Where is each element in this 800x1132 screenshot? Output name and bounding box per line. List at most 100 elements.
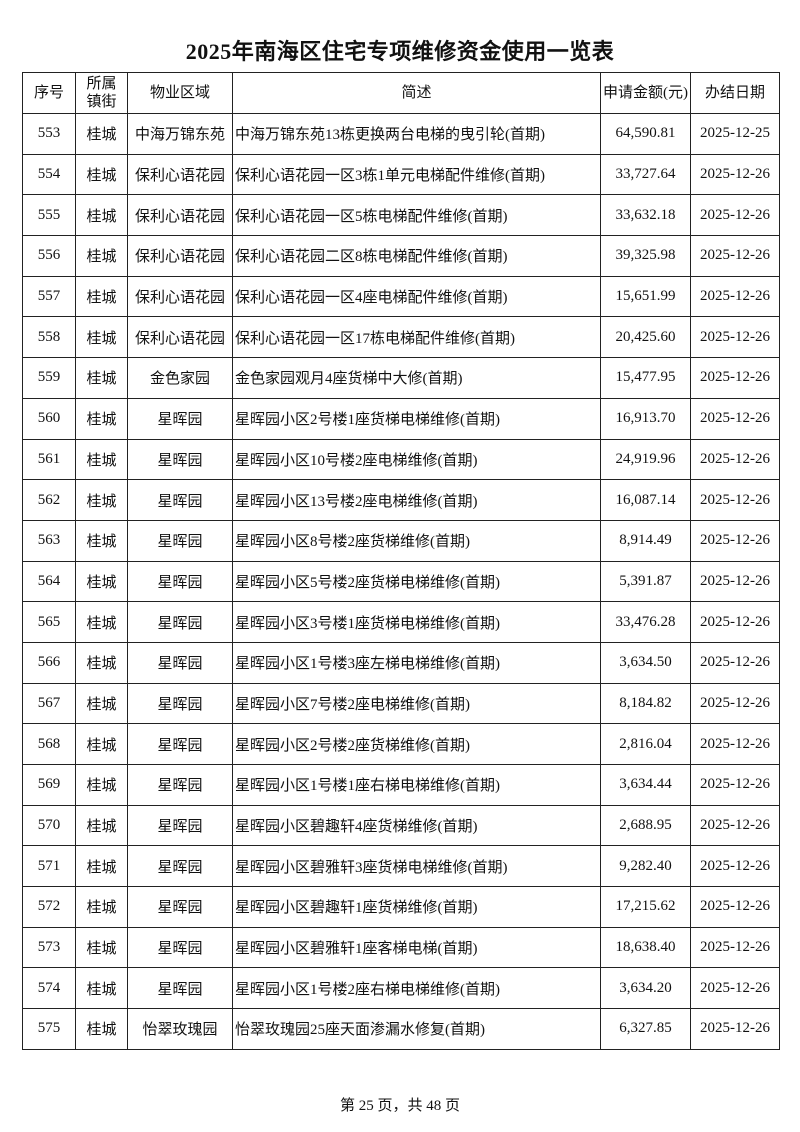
cell-description: 星晖园小区10号楼2座电梯维修(首期)	[232, 438, 601, 481]
cell-index: 569	[22, 764, 76, 806]
cell-amount: 5,391.87	[600, 560, 691, 603]
cell-town: 桂城	[75, 438, 128, 481]
cell-town: 桂城	[75, 764, 128, 806]
cell-date: 2025-12-26	[690, 723, 780, 765]
cell-property: 保利心语花园	[127, 275, 233, 318]
cell-description: 星晖园小区13号楼2座电梯维修(首期)	[232, 479, 601, 521]
cell-description: 保利心语花园一区17栋电梯配件维修(首期)	[232, 316, 601, 359]
cell-town: 桂城	[75, 723, 128, 765]
cell-property: 星晖园	[127, 438, 233, 481]
cell-property: 星晖园	[127, 682, 233, 725]
cell-town: 桂城	[75, 357, 128, 399]
cell-town: 桂城	[75, 519, 128, 562]
cell-date: 2025-12-26	[690, 764, 780, 806]
cell-date: 2025-12-26	[690, 235, 780, 277]
cell-index: 572	[22, 886, 76, 928]
cell-index: 562	[22, 479, 76, 521]
cell-index: 573	[22, 926, 76, 969]
cell-town: 桂城	[75, 479, 128, 521]
cell-date: 2025-12-26	[690, 519, 780, 562]
header-amount: 申请金额(元)	[600, 72, 691, 114]
cell-date: 2025-12-26	[690, 194, 780, 237]
table-row: 567 桂城 星晖园 星晖园小区7号楼2座电梯维修(首期) 8,184.82 2025-1…	[22, 682, 780, 725]
cell-town: 桂城	[75, 845, 128, 888]
cell-town: 桂城	[75, 641, 128, 684]
cell-index: 571	[22, 845, 76, 888]
cell-town: 桂城	[75, 886, 128, 928]
cell-date: 2025-12-26	[690, 479, 780, 521]
cell-property: 保利心语花园	[127, 153, 233, 196]
funds-table: 序号 所属镇街 物业区域 简述 申请金额(元) 办结日期 553 桂城 中海万锦东苑…	[22, 72, 780, 1050]
header-town: 所属镇街	[75, 72, 128, 114]
table-row: 558 桂城 保利心语花园 保利心语花园一区17栋电梯配件维修(首期) 20,425.6…	[22, 316, 780, 359]
header-property: 物业区域	[127, 72, 233, 114]
cell-town: 桂城	[75, 235, 128, 277]
cell-property: 星晖园	[127, 764, 233, 806]
cell-index: 567	[22, 682, 76, 725]
cell-index: 560	[22, 397, 76, 440]
cell-amount: 33,476.28	[600, 601, 691, 643]
cell-town: 桂城	[75, 316, 128, 359]
table-row: 568 桂城 星晖园 星晖园小区2号楼2座货梯维修(首期) 2,816.04 2025-1…	[22, 723, 780, 765]
table-row: 571 桂城 星晖园 星晖园小区碧雅轩3座货梯电梯维修(首期) 9,282.40 2025…	[22, 845, 780, 888]
cell-index: 568	[22, 723, 76, 765]
cell-town: 桂城	[75, 113, 128, 155]
cell-amount: 3,634.50	[600, 641, 691, 684]
cell-town: 桂城	[75, 601, 128, 643]
cell-date: 2025-12-26	[690, 357, 780, 399]
header-index: 序号	[22, 72, 76, 114]
cell-description: 怡翠玫瑰园25座天面渗漏水修复(首期)	[232, 1008, 601, 1050]
cell-amount: 33,727.64	[600, 153, 691, 196]
cell-date: 2025-12-26	[690, 926, 780, 969]
cell-property: 星晖园	[127, 804, 233, 847]
cell-property: 中海万锦东苑	[127, 113, 233, 155]
cell-description: 星晖园小区1号楼3座左梯电梯维修(首期)	[232, 641, 601, 684]
cell-property: 星晖园	[127, 560, 233, 603]
table-row: 569 桂城 星晖园 星晖园小区1号楼1座右梯电梯维修(首期) 3,634.44 2025…	[22, 764, 780, 806]
cell-index: 558	[22, 316, 76, 359]
cell-date: 2025-12-26	[690, 397, 780, 440]
cell-property: 保利心语花园	[127, 316, 233, 359]
cell-date: 2025-12-26	[690, 438, 780, 481]
cell-property: 星晖园	[127, 967, 233, 1010]
cell-town: 桂城	[75, 153, 128, 196]
cell-town: 桂城	[75, 194, 128, 237]
table-row: 575 桂城 怡翠玫瑰园 怡翠玫瑰园25座天面渗漏水修复(首期) 6,327.85 202…	[22, 1008, 780, 1050]
cell-index: 559	[22, 357, 76, 399]
cell-description: 金色家园观月4座货梯中大修(首期)	[232, 357, 601, 399]
table-row: 570 桂城 星晖园 星晖园小区碧趣轩4座货梯维修(首期) 2,688.95 2025-1…	[22, 804, 780, 847]
cell-town: 桂城	[75, 560, 128, 603]
cell-description: 星晖园小区碧趣轩4座货梯维修(首期)	[232, 804, 601, 847]
cell-property: 怡翠玫瑰园	[127, 1008, 233, 1050]
cell-date: 2025-12-26	[690, 601, 780, 643]
cell-index: 555	[22, 194, 76, 237]
table-row: 555 桂城 保利心语花园 保利心语花园一区5栋电梯配件维修(首期) 33,632.18…	[22, 194, 780, 237]
cell-description: 星晖园小区7号楼2座电梯维修(首期)	[232, 682, 601, 725]
cell-index: 556	[22, 235, 76, 277]
table-row: 560 桂城 星晖园 星晖园小区2号楼1座货梯电梯维修(首期) 16,913.70 202…	[22, 397, 780, 440]
cell-amount: 18,638.40	[600, 926, 691, 969]
table-row: 553 桂城 中海万锦东苑 中海万锦东苑13栋更换两台电梯的曳引轮(首期) 64,590…	[22, 113, 780, 155]
cell-property: 星晖园	[127, 397, 233, 440]
cell-index: 557	[22, 275, 76, 318]
page-title: 2025年南海区住宅专项维修资金使用一览表	[185, 39, 615, 64]
cell-description: 星晖园小区3号楼1座货梯电梯维修(首期)	[232, 601, 601, 643]
cell-index: 570	[22, 804, 76, 847]
cell-date: 2025-12-26	[690, 153, 780, 196]
cell-amount: 64,590.81	[600, 113, 691, 155]
table-row: 565 桂城 星晖园 星晖园小区3号楼1座货梯电梯维修(首期) 33,476.28 202…	[22, 601, 780, 643]
cell-date: 2025-12-26	[690, 275, 780, 318]
cell-town: 桂城	[75, 926, 128, 969]
cell-description: 星晖园小区2号楼2座货梯维修(首期)	[232, 723, 601, 765]
cell-property: 星晖园	[127, 723, 233, 765]
cell-index: 553	[22, 113, 76, 155]
table-body: 553 桂城 中海万锦东苑 中海万锦东苑13栋更换两台电梯的曳引轮(首期) 64,590…	[22, 113, 780, 1050]
cell-description: 星晖园小区1号楼2座右梯电梯维修(首期)	[232, 967, 601, 1010]
cell-property: 保利心语花园	[127, 194, 233, 237]
cell-town: 桂城	[75, 967, 128, 1010]
cell-date: 2025-12-25	[690, 113, 780, 155]
cell-amount: 15,651.99	[600, 275, 691, 318]
cell-property: 星晖园	[127, 845, 233, 888]
cell-date: 2025-12-26	[690, 316, 780, 359]
cell-date: 2025-12-26	[690, 804, 780, 847]
